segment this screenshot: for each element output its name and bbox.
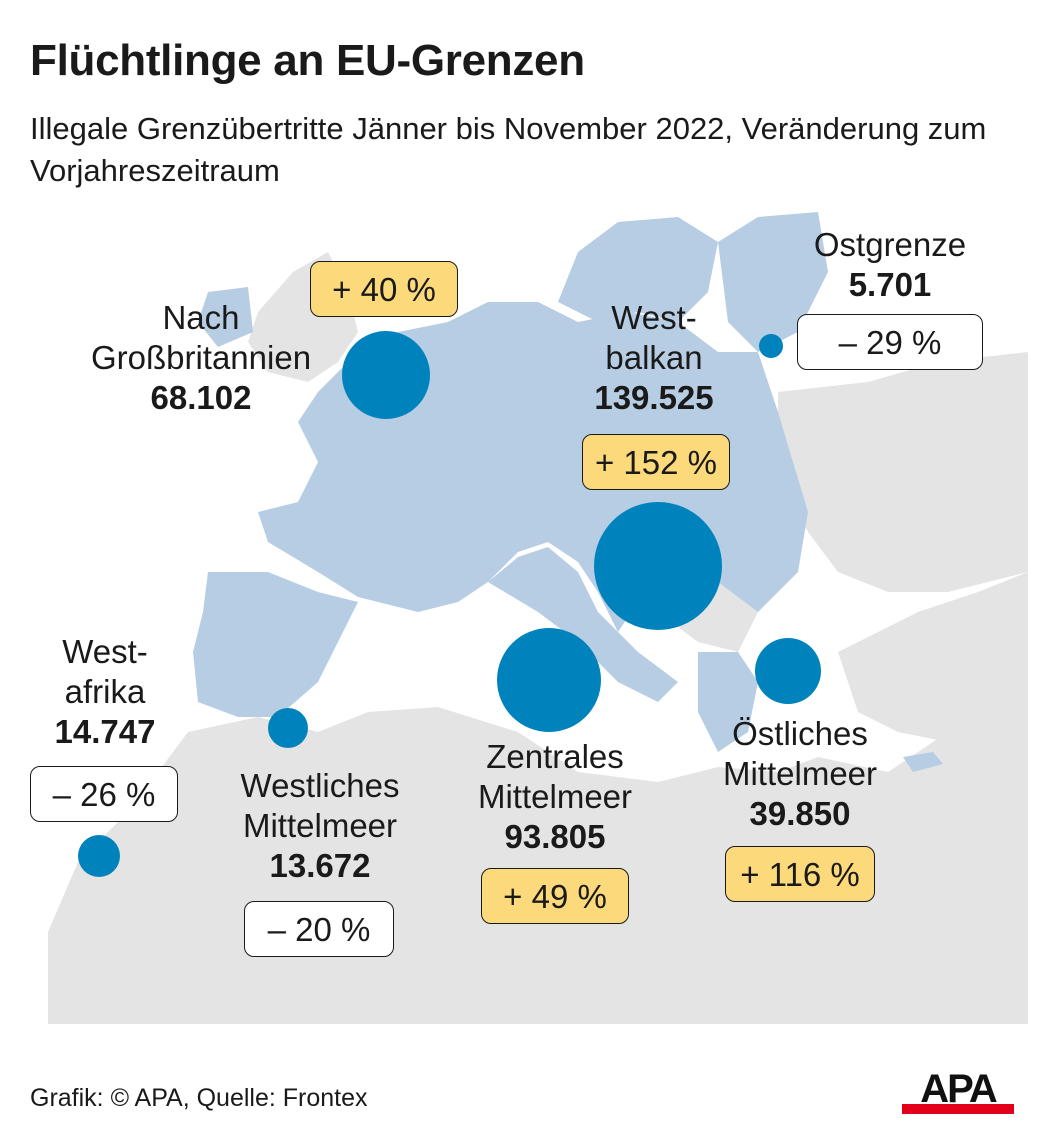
route-value: 139.525	[594, 379, 714, 416]
eastern-land	[778, 352, 1028, 592]
route-dot-westafrika	[78, 835, 120, 877]
change-badge-westbalkan: + 152 %	[582, 434, 730, 490]
route-value: 39.850	[749, 795, 851, 832]
route-name: Westliches Mittelmeer	[240, 767, 400, 844]
route-label-westafrika: West- afrika 14.747	[20, 632, 190, 752]
route-value: 13.672	[269, 847, 371, 884]
change-badge-ostgrenze: – 29 %	[797, 314, 983, 370]
route-label-grossbritannien: Nach Großbritannien 68.102	[66, 298, 336, 418]
greece-land	[698, 652, 758, 752]
apa-logo: APA	[902, 1067, 1014, 1114]
route-label-oestliches-mittelmeer: Östliches Mittelmeer 39.850	[690, 714, 910, 834]
iberia-land	[193, 572, 358, 717]
route-name: Ostgrenze	[813, 226, 967, 263]
change-badge-westafrika: – 26 %	[30, 766, 178, 822]
chart-title: Flüchtlinge an EU-Grenzen	[30, 36, 585, 85]
route-value: 5.701	[848, 266, 932, 303]
cyprus-land	[903, 752, 943, 772]
route-label-zentrales-mittelmeer: Zentrales Mittelmeer 93.805	[440, 737, 670, 857]
italy-land	[488, 547, 678, 702]
change-badge-zentrales-mittelmeer: + 49 %	[481, 868, 629, 924]
route-dot-westbalkan	[594, 502, 722, 630]
route-name: West- afrika	[62, 633, 148, 710]
route-label-westliches-mittelmeer: Westliches Mittelmeer 13.672	[200, 766, 440, 886]
route-dot-oestliches-mittelmeer	[755, 638, 821, 704]
ireland-land	[198, 287, 253, 347]
middle-east-land	[838, 572, 1028, 742]
route-dot-grossbritannien	[342, 331, 430, 419]
source-credit: Grafik: © APA, Quelle: Frontex	[30, 1084, 368, 1112]
change-badge-grossbritannien: + 40 %	[310, 261, 458, 317]
route-label-ostgrenze: Ostgrenze 5.701	[790, 225, 990, 305]
route-name: West- balkan	[605, 299, 703, 376]
scandinavia-land	[558, 217, 718, 322]
route-value: 68.102	[150, 379, 252, 416]
change-badge-westliches-mittelmeer: – 20 %	[244, 901, 394, 957]
route-dot-ostgrenze	[759, 334, 783, 358]
route-name: Östliches Mittelmeer	[722, 715, 878, 792]
route-name: Zentrales Mittelmeer	[477, 738, 633, 815]
route-value: 93.805	[504, 818, 606, 855]
chart-subtitle: Illegale Grenzübertritte Jänner bis Nove…	[30, 111, 987, 188]
svg-text:APA: APA	[920, 1067, 997, 1111]
route-dot-westliches-mittelmeer	[268, 708, 308, 748]
route-name: Nach Großbritannien	[90, 299, 312, 376]
change-badge-oestliches-mittelmeer: + 116 %	[725, 846, 875, 902]
route-label-westbalkan: West- balkan 139.525	[554, 298, 754, 418]
route-value: 14.747	[54, 713, 156, 750]
route-dot-zentrales-mittelmeer	[497, 628, 601, 732]
